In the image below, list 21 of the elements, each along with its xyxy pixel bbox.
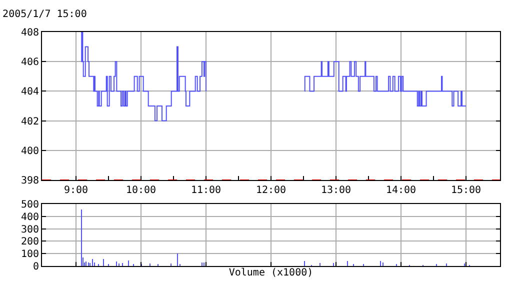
y-tick-label: 402 bbox=[20, 116, 39, 128]
x-tick-label: 12:00 bbox=[256, 185, 286, 196]
x-tick-label: 14:00 bbox=[386, 185, 416, 196]
y-tick-label: 300 bbox=[20, 224, 39, 236]
y-tick-label: 100 bbox=[20, 249, 39, 260]
x-tick-label: 13:00 bbox=[320, 185, 352, 196]
x-tick-label: 11:00 bbox=[190, 185, 222, 196]
x-tick-label: 10:00 bbox=[126, 185, 156, 196]
chart-title: 2005/1/7 15:00 bbox=[2, 8, 87, 20]
y-tick-label: 408 bbox=[20, 28, 39, 38]
y-tick-label: 406 bbox=[20, 57, 39, 68]
y-tick-label: 0 bbox=[32, 262, 39, 272]
y-tick-label: 500 bbox=[20, 200, 39, 210]
y-tick-label: 404 bbox=[20, 86, 39, 98]
x-tick-label: 15:00 bbox=[450, 185, 482, 196]
x-tick-label: 9:00 bbox=[64, 185, 88, 196]
y-tick-label: 400 bbox=[20, 146, 39, 157]
y-tick-label: 200 bbox=[20, 236, 39, 248]
y-tick-label: 398 bbox=[20, 176, 39, 186]
x-axis-title: Volume (x1000) bbox=[228, 268, 314, 278]
y-tick-label: 400 bbox=[20, 212, 39, 223]
